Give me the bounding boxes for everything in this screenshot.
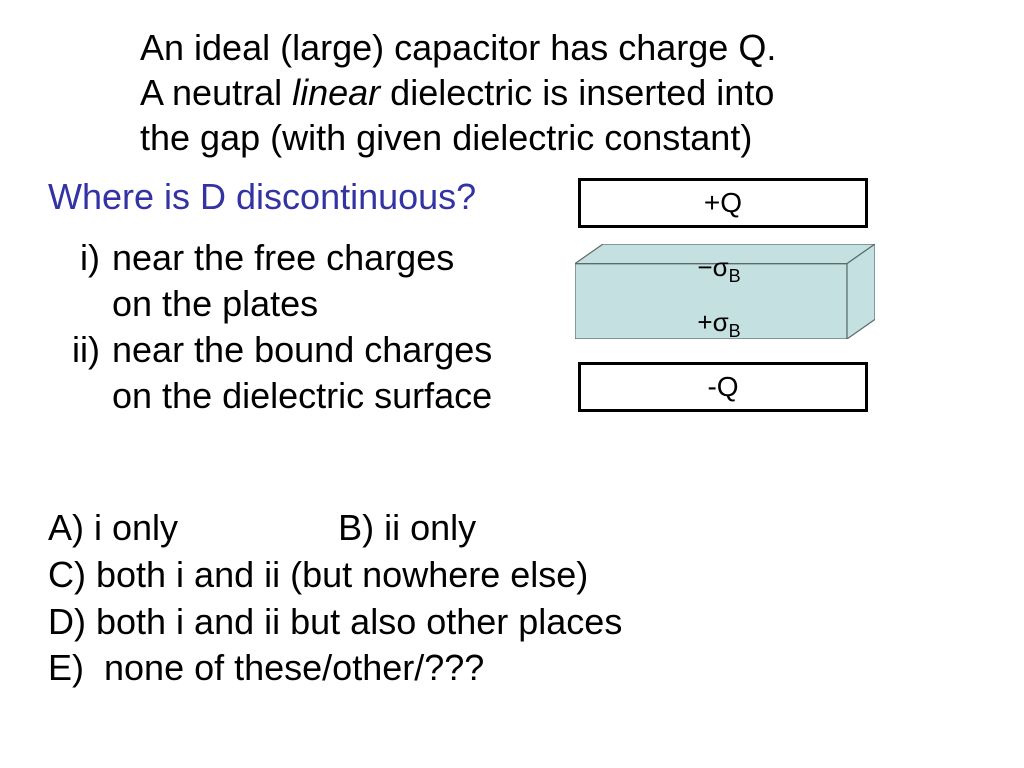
roman-ii-line2: on the dielectric surface bbox=[112, 375, 492, 416]
bottom-plate-label: -Q bbox=[707, 371, 738, 403]
roman-item-i: i) near the free charges on the plates bbox=[48, 235, 548, 327]
roman-i-line2: on the plates bbox=[112, 283, 318, 324]
roman-item-ii: ii) near the bound charges on the dielec… bbox=[48, 327, 548, 419]
answer-choices: A) i only B) ii only C) both i and ii (b… bbox=[48, 505, 622, 692]
intro-text: An ideal (large) capacitor has charge Q.… bbox=[140, 25, 920, 160]
sigma-bottom-sub: B bbox=[729, 321, 741, 341]
slide-root: An ideal (large) capacitor has charge Q.… bbox=[0, 0, 1024, 768]
sigma-bottom-symbol: σ bbox=[713, 307, 729, 337]
choice-row-e: E) none of these/other/??? bbox=[48, 645, 622, 692]
intro-line2-italic: linear bbox=[292, 72, 380, 113]
question-text: Where is D discontinuous? bbox=[48, 176, 476, 218]
roman-num-i: i) bbox=[48, 235, 112, 327]
top-plate: +Q bbox=[578, 178, 868, 228]
sigma-top-sub: B bbox=[729, 266, 741, 286]
roman-list: i) near the free charges on the plates i… bbox=[48, 235, 548, 419]
bottom-plate: -Q bbox=[578, 362, 868, 412]
roman-text-i: near the free charges on the plates bbox=[112, 235, 454, 327]
sigma-top-sign: − bbox=[697, 252, 712, 282]
intro-line2b: dielectric is inserted into bbox=[380, 72, 774, 113]
intro-line2a: A neutral bbox=[140, 72, 292, 113]
sigma-top-symbol: σ bbox=[713, 252, 729, 282]
choice-row-c: C) both i and ii (but nowhere else) bbox=[48, 552, 622, 599]
roman-ii-line1: near the bound charges bbox=[112, 329, 492, 370]
choice-row-d: D) both i and ii but also other places bbox=[48, 599, 622, 646]
roman-num-ii: ii) bbox=[48, 327, 112, 419]
sigma-bottom-sign: + bbox=[697, 307, 712, 337]
dielectric-block: −σB +σB bbox=[575, 244, 875, 339]
intro-line3: the gap (with given dielectric constant) bbox=[140, 117, 752, 158]
sigma-bottom-label: +σB bbox=[697, 307, 740, 342]
intro-line1: An ideal (large) capacitor has charge Q. bbox=[140, 27, 776, 68]
roman-text-ii: near the bound charges on the dielectric… bbox=[112, 327, 492, 419]
roman-i-line1: near the free charges bbox=[112, 237, 454, 278]
sigma-top-label: −σB bbox=[697, 252, 740, 287]
choice-row-ab: A) i only B) ii only bbox=[48, 505, 622, 552]
top-plate-label: +Q bbox=[704, 187, 742, 219]
